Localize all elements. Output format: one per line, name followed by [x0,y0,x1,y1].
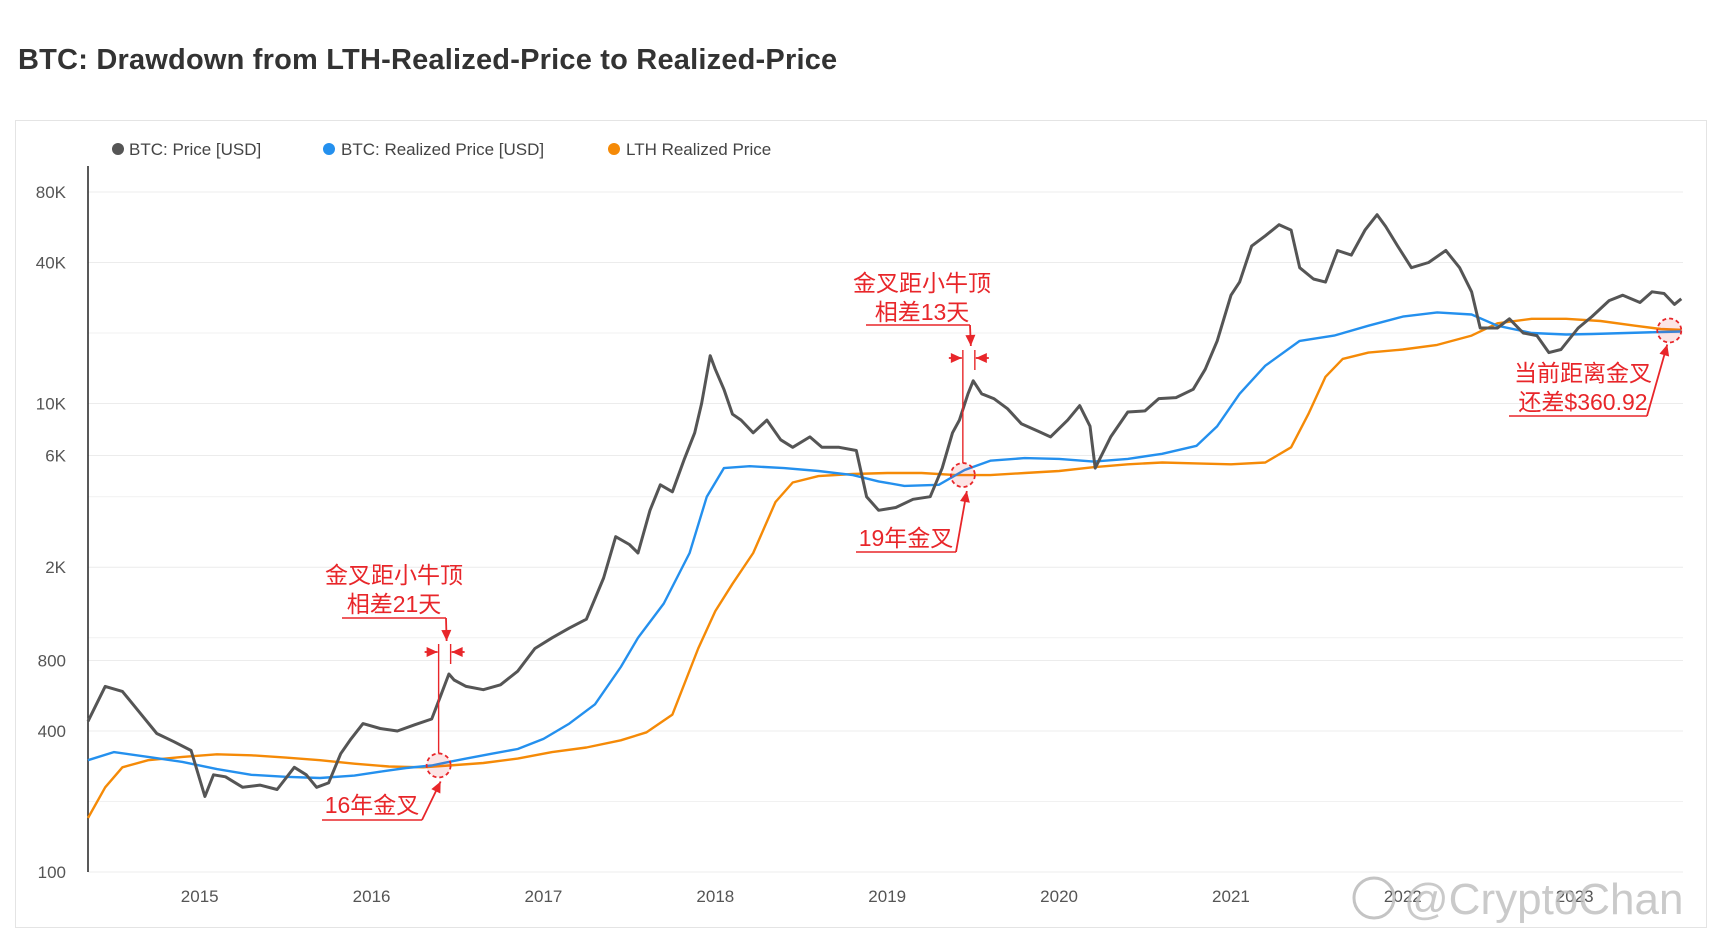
x-tick-label: 2018 [696,887,734,906]
peak-2019-pointer-head [965,334,976,346]
current-arrow-head [1659,344,1670,357]
x-tick-label: 2019 [868,887,906,906]
peak-2016-gap-arrow-l-head [426,647,438,657]
annotation-layer [322,317,1683,821]
peak-2019-gap-arrow-r-head [975,353,987,363]
cross-2016-marker [425,752,452,779]
peak-2019-gap-arrow-l-head [950,353,962,363]
y-tick-label: 100 [38,863,66,882]
annotation-current-line2: 还差$360.92 [1518,389,1647,415]
watermark: @CryptoChan [1352,875,1683,924]
axis-layer: 100 400 800 2K 6K 10K 40K 80K 2015 2016 2017 2018 20… [36,166,1594,906]
series-line-1 [87,311,1682,780]
y-tick-label: 2K [45,558,66,577]
legend-marker-lth [608,143,620,155]
annotation-peak-2016-line1: 金叉距小牛顶 [325,562,463,588]
legend-marker-price [112,143,124,155]
y-tick-label: 40K [36,253,67,272]
x-tick-label: 2016 [353,887,391,906]
x-tick-label: 2020 [1040,887,1078,906]
legend-label-lth: LTH Realized Price [626,140,771,159]
x-tick-label: 2021 [1212,887,1250,906]
page-title: BTC: Drawdown from LTH-Realized-Price to… [18,44,838,76]
chart-frame [15,120,1707,928]
watermark-text: @CryptoChan [1404,875,1683,924]
legend-item-realized[interactable]: BTC: Realized Price [USD] [323,140,544,159]
legend-label-price: BTC: Price [USD] [129,140,261,159]
annotation-peak-2019-line1: 金叉距小牛顶 [853,270,991,296]
annotation-current-line1: 当前距离金叉 [1514,360,1652,386]
current-arrow [1646,344,1669,417]
x-tick-label: 2017 [525,887,563,906]
current-marker [1656,317,1683,344]
legend-item-price[interactable]: BTC: Price [USD] [112,140,261,159]
cross-2019-marker [949,462,976,488]
legend: BTC: Price [USD] BTC: Realized Price [US… [112,140,771,159]
peak-2016-pointer-head [441,629,452,641]
y-tick-label: 6K [45,446,66,465]
series-layer [86,213,1683,819]
y-tick-label: 80K [36,183,67,202]
x-tick-label: 2015 [181,887,219,906]
cross-2019-arrow-head [959,491,970,503]
x-tick-label: 2023 [1556,887,1594,906]
annotation-peak-2019-line2: 相差13天 [875,299,970,325]
y-tick-label: 400 [38,722,66,741]
grid-layer [88,191,1683,873]
legend-label-realized: BTC: Realized Price [USD] [341,140,544,159]
series-line-0 [86,213,1683,798]
annotation-cross-2016: 16年金叉 [325,792,420,818]
peak-2016-gap-arrow-r-head [451,647,463,657]
legend-marker-realized [323,143,335,155]
legend-item-lth[interactable]: LTH Realized Price [608,140,771,159]
weibo-logo-icon [1352,876,1396,920]
annotation-cross-2019: 19年金叉 [859,525,954,551]
cross-2016-arrow-head [431,781,441,794]
annotation-peak-2016-line2: 相差21天 [347,591,442,617]
y-tick-label: 10K [36,395,67,414]
y-tick-label: 800 [38,651,66,670]
